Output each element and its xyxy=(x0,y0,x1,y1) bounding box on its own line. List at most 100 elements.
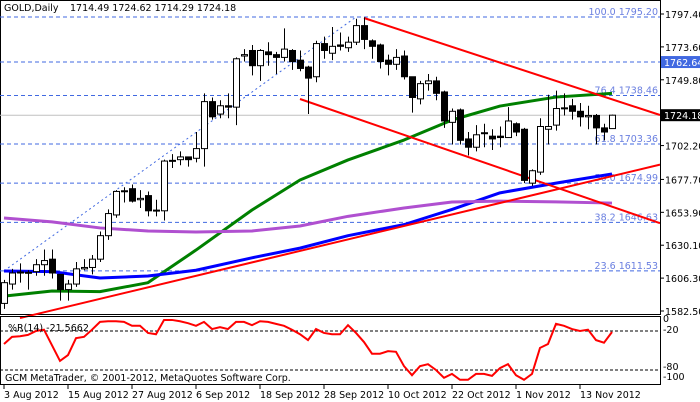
candle-body xyxy=(265,51,272,56)
candle xyxy=(57,273,64,301)
candle xyxy=(121,187,128,203)
candle xyxy=(281,28,288,62)
candle-body xyxy=(41,260,48,266)
candle xyxy=(385,54,392,76)
fibonacci-retracement[interactable]: 100.0 1795.20 76.4 1738.46 61.8 1703.36 50.… xyxy=(0,7,660,272)
candle xyxy=(145,191,152,217)
candle-body xyxy=(81,266,88,270)
candle-body xyxy=(97,235,104,260)
candle xyxy=(105,209,112,240)
trendlines[interactable] xyxy=(19,17,661,320)
date-tick-label: 18 Sep 2012 xyxy=(260,390,320,401)
candle-body xyxy=(377,44,384,63)
wpr-tick-label: -20 xyxy=(663,325,679,336)
trendline xyxy=(363,17,661,116)
candle xyxy=(569,98,576,120)
candle-body xyxy=(89,258,96,268)
candle xyxy=(185,156,192,167)
candle xyxy=(305,65,312,115)
candle xyxy=(449,108,456,145)
candle xyxy=(553,90,560,131)
candle xyxy=(561,93,568,116)
candle-body xyxy=(521,128,528,181)
candle xyxy=(73,261,80,287)
candle-body xyxy=(577,110,584,118)
candle xyxy=(297,50,304,72)
candle-body xyxy=(145,195,152,212)
candle xyxy=(209,97,216,120)
candle xyxy=(393,49,400,70)
candle xyxy=(537,118,544,175)
candle xyxy=(513,122,520,137)
candle xyxy=(161,159,168,221)
candle-body xyxy=(137,197,144,201)
candle xyxy=(585,105,592,130)
fib-level-label: 76.4 1738.46 xyxy=(595,85,658,96)
candle xyxy=(177,151,184,166)
candle-body xyxy=(457,109,464,141)
candle-body xyxy=(417,83,424,100)
candle-body xyxy=(273,54,280,58)
candle xyxy=(81,259,88,271)
moving-average-line xyxy=(3,172,613,280)
chart-ohlc-label: 1714.49 1724.62 1714.29 1724.18 xyxy=(70,3,236,14)
current-price-label-bg xyxy=(661,109,700,122)
candle xyxy=(345,36,352,52)
candle-body xyxy=(489,135,496,140)
candle xyxy=(169,154,176,168)
candle-body xyxy=(409,76,416,98)
candle-body xyxy=(1,282,8,304)
candle xyxy=(41,249,48,276)
candle xyxy=(233,57,240,126)
candle-body xyxy=(401,55,408,78)
candle-body xyxy=(393,56,400,65)
candle xyxy=(369,39,376,59)
candle xyxy=(497,126,504,148)
candles xyxy=(1,17,616,309)
candle xyxy=(321,36,328,59)
date-tick-label: 22 Oct 2012 xyxy=(452,390,511,401)
candle-body xyxy=(257,49,264,67)
candle xyxy=(9,268,16,290)
candle-body xyxy=(201,101,208,150)
candle-body xyxy=(33,264,40,273)
candle xyxy=(89,255,96,275)
candle-body xyxy=(153,209,160,212)
price-axis: 1797.40 1773.60 1749.80 1702.20 1677.70 1653.… xyxy=(660,0,700,318)
candle-body xyxy=(545,125,552,130)
candle xyxy=(193,132,200,163)
wpr-panel-frame xyxy=(0,316,661,385)
date-axis: 3 Aug 2012 15 Aug 2012 27 Aug 2012 6 Sep 20… xyxy=(3,385,641,401)
candle-body xyxy=(217,105,224,115)
candle-body xyxy=(337,44,344,47)
candle xyxy=(241,49,248,62)
candle-body xyxy=(297,59,304,69)
candle xyxy=(257,49,264,81)
date-tick-label: 27 Aug 2012 xyxy=(132,390,193,401)
candle-body xyxy=(329,45,336,54)
candle xyxy=(289,49,296,70)
copyright-text: GCM MetaTrader, © 2001-2012, MetaQuotes … xyxy=(5,373,291,384)
candle-body xyxy=(561,107,568,110)
wpr-line xyxy=(3,318,613,381)
date-tick-label: 28 Sep 2012 xyxy=(324,390,384,401)
candle-body xyxy=(345,41,352,49)
candle xyxy=(217,100,224,119)
candle xyxy=(33,259,40,276)
wpr-label: %R(14) -21.5662 xyxy=(8,323,89,334)
wpr-tick-label: 0 xyxy=(663,314,669,325)
candle xyxy=(249,44,256,76)
candle xyxy=(545,94,552,145)
candle-body xyxy=(193,148,200,159)
price-tick-label: 1653.90 xyxy=(665,208,700,219)
fib-level-label: 61.8 1703.36 xyxy=(595,134,658,145)
candle xyxy=(49,249,56,279)
candle xyxy=(457,108,464,145)
candle-body xyxy=(57,273,64,291)
candle-body xyxy=(369,40,376,47)
candle-body xyxy=(513,123,520,133)
candle xyxy=(137,190,144,209)
fib-level-label: 100.0 1795.20 xyxy=(588,7,658,18)
candle xyxy=(353,18,360,45)
